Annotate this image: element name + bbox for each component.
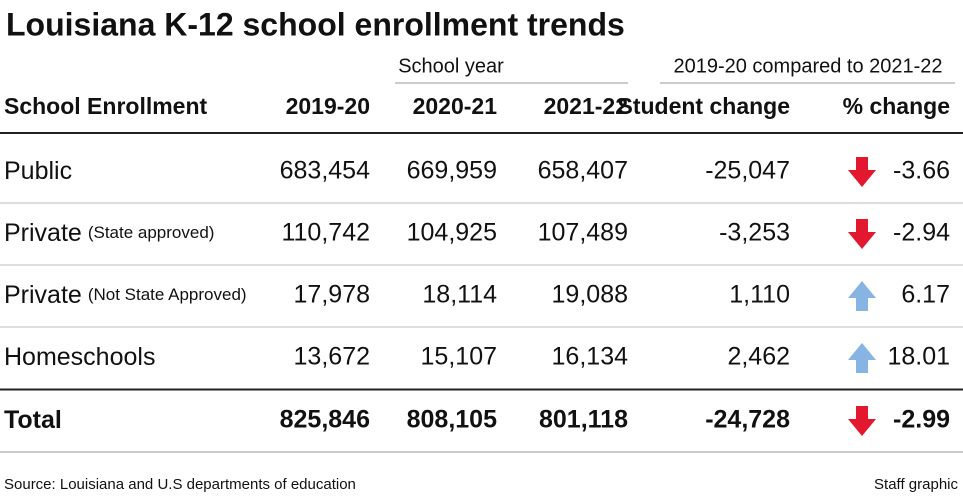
cell: -3.66: [893, 157, 950, 185]
source: Source: Louisiana and U.S departments of…: [4, 476, 356, 493]
row-label-text: Total: [4, 406, 62, 434]
cell: 18.01: [887, 343, 950, 371]
row-note: (Not State Approved): [88, 285, 247, 304]
row-note: (State approved): [88, 223, 215, 242]
cell: 15,107: [421, 343, 497, 371]
cell: 17,978: [294, 281, 370, 309]
row-label: Total: [4, 406, 62, 434]
group-header: School year: [398, 55, 504, 77]
column-header: 2021-22: [544, 93, 628, 119]
row-label: Public: [4, 157, 72, 185]
cell: 107,489: [538, 219, 628, 247]
cell: 801,118: [539, 406, 628, 434]
row-label: Private (Not State Approved): [4, 281, 247, 309]
row-label-text: Private: [4, 219, 82, 247]
column-header: School Enrollment: [4, 93, 208, 119]
credit: Staff graphic: [874, 476, 958, 493]
arrow-down: [848, 406, 876, 436]
cell: 808,105: [407, 406, 497, 434]
cell: 1,110: [729, 281, 790, 309]
cell: 13,672: [294, 343, 370, 371]
column-header: Student change: [617, 93, 790, 119]
column-header: % change: [843, 93, 950, 119]
arrow-down: [848, 157, 876, 187]
cell: -24,728: [705, 406, 790, 434]
cell: 104,925: [407, 219, 497, 247]
cell: 683,454: [280, 157, 370, 185]
cell: 2,462: [727, 343, 790, 371]
cell: -25,047: [705, 157, 790, 185]
cell: 6.17: [901, 281, 950, 309]
row-label: Private (State approved): [4, 219, 214, 247]
cell: -2.99: [893, 406, 950, 434]
cell: 825,846: [280, 406, 370, 434]
cell: 110,742: [281, 219, 370, 247]
arrow-up: [848, 281, 876, 311]
arrow-up: [848, 343, 876, 373]
cell: 658,407: [538, 157, 628, 185]
row-label-text: Private: [4, 281, 82, 309]
cell: 669,959: [407, 157, 497, 185]
cell: -2.94: [893, 219, 950, 247]
arrow-down: [848, 219, 876, 249]
column-header: 2019-20: [286, 93, 370, 119]
group-header: 2019-20 compared to 2021-22: [673, 55, 942, 77]
column-header: 2020-21: [413, 93, 498, 119]
cell: 19,088: [552, 281, 628, 309]
title: Louisiana K-12 school enrollment trends: [6, 6, 625, 42]
cell: -3,253: [719, 219, 790, 247]
row-label-text: Public: [4, 157, 72, 185]
cell: 18,114: [422, 281, 497, 309]
row-label: Homeschools: [4, 343, 155, 371]
row-label-text: Homeschools: [4, 343, 155, 371]
cell: 16,134: [552, 343, 629, 371]
